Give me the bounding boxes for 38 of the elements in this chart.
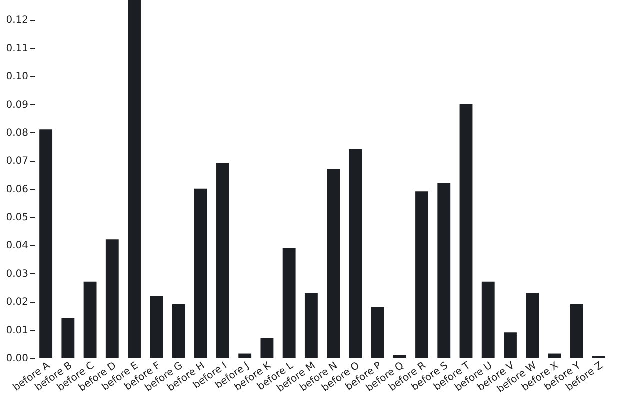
- bar: [482, 282, 495, 358]
- bar: [40, 130, 53, 358]
- y-tick-label: 0.11: [6, 43, 28, 54]
- bar: [282, 248, 296, 358]
- y-tick-label: 0.01: [6, 325, 28, 336]
- y-tick-label: 0.08: [6, 128, 28, 139]
- bar: [238, 354, 252, 358]
- bar: [548, 354, 562, 358]
- y-tick-label: 0.04: [6, 240, 28, 252]
- bar: [128, 0, 141, 358]
- y-tick-label: 0.09: [6, 100, 28, 111]
- bar: [150, 296, 164, 358]
- y-tick-label: 0.06: [6, 184, 28, 196]
- y-tick-label: 0.00: [6, 354, 28, 364]
- bar: [62, 318, 75, 358]
- bar: [504, 332, 517, 358]
- bar: [194, 188, 208, 358]
- bar: [438, 183, 451, 358]
- y-tick-label: 0.02: [6, 297, 28, 308]
- bar: [393, 355, 406, 358]
- y-tick-label: 0.07: [6, 156, 28, 168]
- bar: [172, 304, 186, 358]
- bar: [416, 192, 428, 358]
- bar: [460, 104, 473, 358]
- bar: [106, 240, 119, 358]
- y-tick-label: 0.03: [6, 268, 28, 280]
- bar: [260, 338, 274, 358]
- y-tick-label: 0.05: [6, 212, 28, 224]
- bar: [371, 307, 384, 358]
- bar: [327, 169, 340, 358]
- bar: [526, 293, 540, 358]
- bar: [570, 304, 584, 358]
- y-tick-label: 0.10: [6, 72, 28, 83]
- bar: [216, 163, 230, 358]
- bar: [349, 149, 362, 358]
- bar: [84, 282, 97, 358]
- bar: [304, 293, 318, 358]
- y-tick-label: 0.12: [6, 15, 28, 26]
